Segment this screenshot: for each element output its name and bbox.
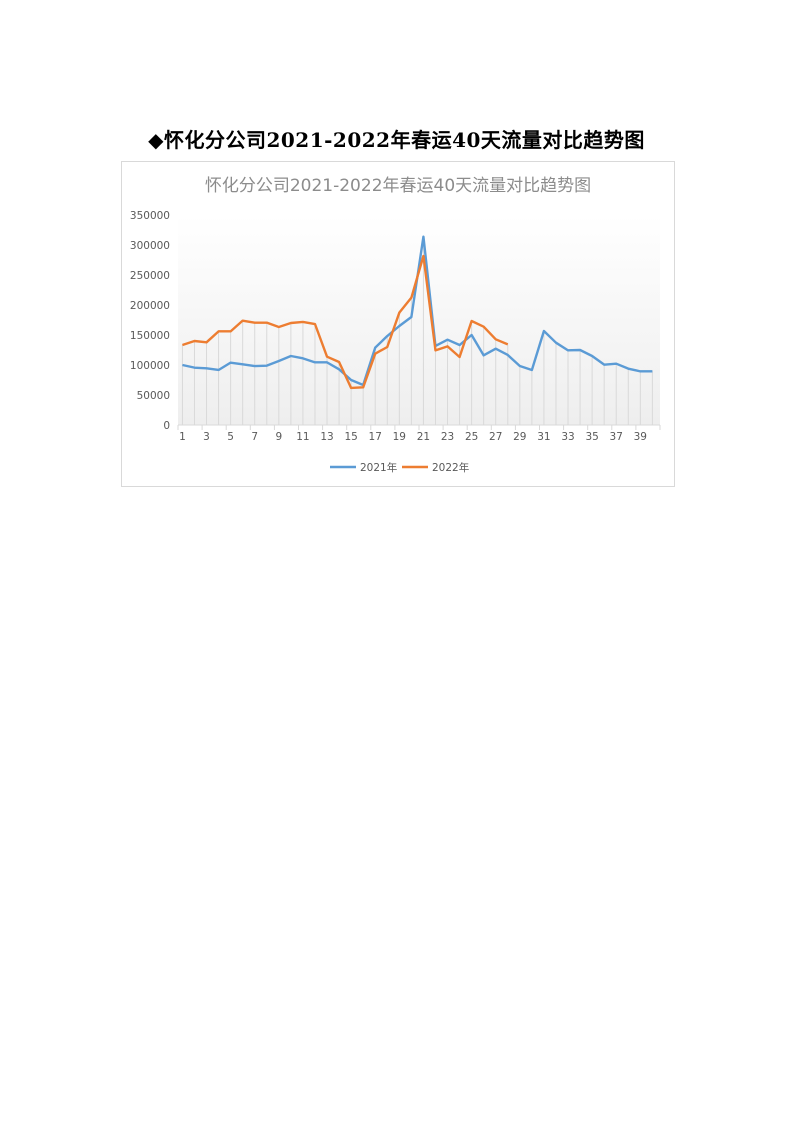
y-tick-label: 100000 [130,360,170,372]
y-tick-label: 150000 [130,330,170,342]
y-tick-label: 350000 [130,210,170,222]
x-tick-label: 25 [465,431,478,443]
x-tick-label: 5 [227,431,234,443]
plot-area [178,215,660,425]
x-tick-label: 3 [203,431,210,443]
y-tick-label: 0 [163,420,170,432]
legend-label: 2022年 [432,461,469,474]
x-tick-label: 17 [369,431,382,443]
y-tick-label: 300000 [130,240,170,252]
chart-title: 怀化分公司2021-2022年春运40天流量对比趋势图 [205,176,591,196]
x-tick-label: 15 [344,431,357,443]
x-tick-label: 19 [393,431,406,443]
document-title: ◆怀化分公司2021-2022年春运40天流量对比趋势图 [148,128,645,152]
x-tick-label: 9 [275,431,282,443]
x-tick-label: 27 [489,431,502,443]
x-tick-label: 29 [513,431,526,443]
x-tick-label: 13 [320,431,333,443]
series-line-2022年 [182,254,509,390]
x-tick-label: 33 [561,431,574,443]
x-tick-label: 39 [634,431,647,443]
x-tick-label: 35 [585,431,598,443]
x-tick-label: 21 [417,431,430,443]
x-tick-label: 7 [251,431,258,443]
y-tick-label: 50000 [137,390,170,402]
x-tick-label: 37 [610,431,623,443]
y-tick-label: 250000 [130,270,170,282]
x-tick-label: 23 [441,431,454,443]
line-chart: 怀化分公司2021-2022年春运40天流量对比趋势图 0 50000 100000… [130,176,661,474]
chart-container: 怀化分公司2021-2022年春运40天流量对比趋势图 0 50000 100000… [121,161,675,487]
x-tick-label: 11 [296,431,309,443]
legend-label: 2021年 [360,461,397,474]
x-tick-label: 31 [537,431,550,443]
x-tick-label: 1 [179,431,186,443]
y-tick-label: 200000 [130,300,170,312]
